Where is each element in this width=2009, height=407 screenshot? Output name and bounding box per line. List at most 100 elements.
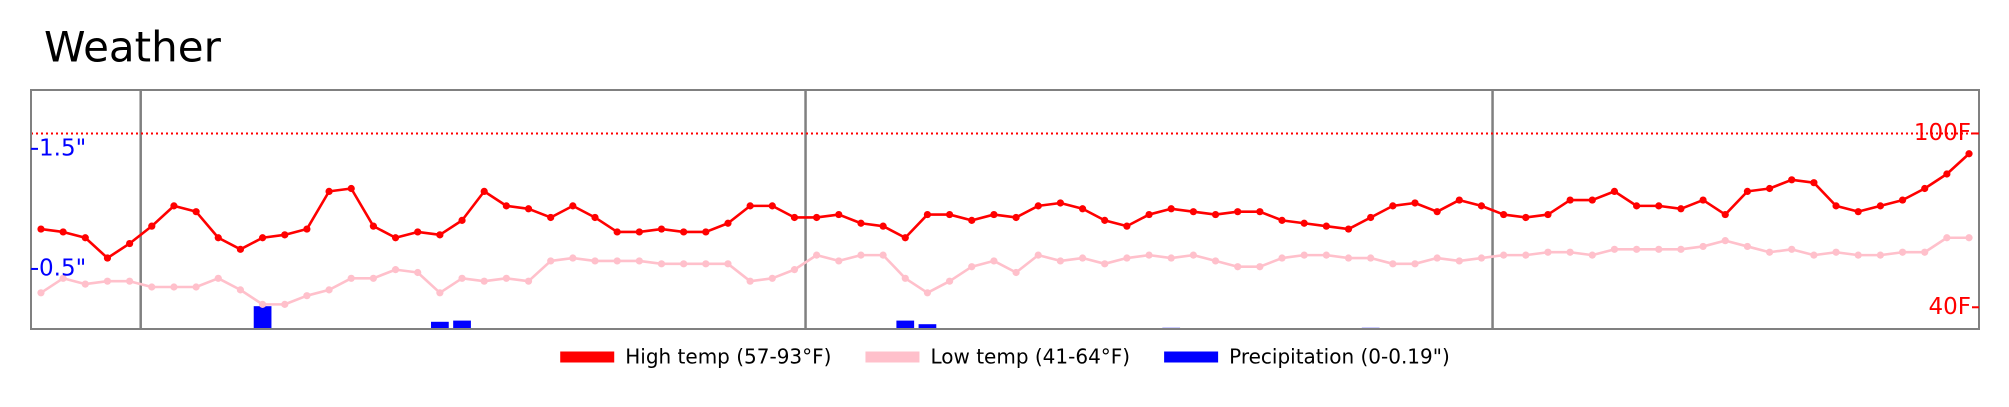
temp-marker bbox=[1943, 234, 1951, 242]
temp-marker bbox=[1344, 254, 1353, 262]
temp-marker bbox=[1544, 248, 1552, 256]
temp-marker bbox=[1411, 199, 1419, 207]
temp-marker bbox=[569, 202, 577, 210]
temp-marker bbox=[1189, 251, 1197, 259]
temp-marker bbox=[59, 228, 67, 236]
temp-marker bbox=[347, 184, 355, 193]
plot-frame bbox=[30, 89, 1980, 330]
temp-marker bbox=[59, 274, 67, 282]
temp-marker bbox=[103, 277, 112, 285]
temp-marker bbox=[1743, 187, 1752, 195]
temp-marker bbox=[1788, 176, 1796, 184]
temp-marker bbox=[591, 257, 599, 265]
temp-marker bbox=[790, 213, 799, 222]
temp-marker bbox=[1389, 260, 1397, 268]
temp-marker bbox=[1012, 213, 1020, 222]
temp-marker bbox=[214, 274, 222, 282]
temp-marker bbox=[1610, 187, 1619, 195]
temp-marker bbox=[768, 274, 776, 282]
temp-marker bbox=[1633, 245, 1641, 253]
temp-marker bbox=[1078, 254, 1087, 262]
temp-marker bbox=[192, 208, 200, 216]
temp-marker bbox=[1145, 251, 1153, 259]
temp-marker bbox=[613, 228, 621, 236]
temp-marker bbox=[1012, 268, 1020, 277]
temp-marker bbox=[170, 283, 178, 291]
temp-marker bbox=[1721, 210, 1729, 219]
temp-marker bbox=[303, 292, 311, 300]
legend: High temp (57-93°F) Low temp (41-64°F) Pre… bbox=[560, 345, 1450, 369]
temp-marker bbox=[1788, 245, 1796, 253]
temp-marker bbox=[857, 251, 865, 259]
temp-marker bbox=[458, 274, 466, 282]
temp-marker bbox=[680, 260, 688, 268]
temp-marker bbox=[1544, 210, 1552, 219]
temp-marker bbox=[1810, 179, 1818, 187]
temp-marker bbox=[901, 274, 909, 282]
temp-marker bbox=[591, 213, 599, 222]
temp-marker bbox=[613, 257, 621, 265]
temp-marker bbox=[1921, 248, 1929, 256]
temp-marker bbox=[414, 228, 422, 236]
temp-marker bbox=[945, 210, 954, 219]
temp-marker bbox=[391, 266, 400, 274]
temp-marker bbox=[901, 234, 909, 242]
temp-marker bbox=[1411, 260, 1419, 268]
temp-marker bbox=[1832, 248, 1840, 256]
temp-marker bbox=[1477, 202, 1486, 210]
temp-marker bbox=[170, 202, 178, 210]
temp-marker bbox=[192, 283, 200, 291]
temp-marker bbox=[1765, 184, 1774, 193]
temp-marker bbox=[502, 274, 510, 282]
temp-marker bbox=[1145, 210, 1153, 219]
temp-marker bbox=[1500, 210, 1508, 219]
legend-label: Low temp (41-64°F) bbox=[930, 345, 1130, 369]
temp-marker bbox=[879, 222, 887, 230]
temp-marker bbox=[813, 213, 821, 222]
temp-marker bbox=[657, 260, 666, 268]
y2-tick-label: 40F bbox=[1929, 294, 1972, 320]
temp-marker bbox=[990, 257, 998, 265]
temp-marker bbox=[325, 286, 333, 294]
temp-marker bbox=[1211, 257, 1220, 265]
temp-marker bbox=[1810, 251, 1818, 259]
y2-tick-label: 100F bbox=[1914, 120, 1971, 146]
temp-marker bbox=[258, 234, 267, 242]
temp-marker bbox=[1854, 251, 1862, 259]
temp-line bbox=[40, 152, 1970, 260]
precip-bar bbox=[896, 320, 915, 329]
temp-marker bbox=[148, 222, 156, 230]
temp-marker bbox=[1344, 225, 1353, 233]
temp-marker bbox=[790, 266, 799, 274]
temp-marker bbox=[1500, 251, 1508, 259]
temp-marker bbox=[1256, 208, 1264, 216]
temp-marker bbox=[347, 274, 355, 282]
temp-marker bbox=[1633, 202, 1641, 210]
temp-marker bbox=[126, 239, 134, 248]
temp-marker bbox=[1854, 208, 1862, 216]
temp-marker bbox=[414, 268, 422, 277]
legend-swatch bbox=[865, 351, 920, 363]
temp-marker bbox=[37, 289, 45, 297]
temp-marker bbox=[148, 283, 156, 291]
temp-marker bbox=[879, 251, 887, 259]
temp-marker bbox=[724, 219, 732, 227]
temp-marker bbox=[281, 231, 289, 239]
temp-marker bbox=[1278, 216, 1286, 224]
legend-label: Precipitation (0-0.19") bbox=[1229, 345, 1450, 369]
temp-marker bbox=[1566, 248, 1574, 256]
temp-marker bbox=[1965, 150, 1973, 158]
temp-marker bbox=[635, 228, 643, 236]
precip-bar bbox=[431, 321, 449, 329]
temp-marker bbox=[1056, 199, 1065, 207]
temp-marker bbox=[126, 277, 134, 285]
temp-marker bbox=[990, 210, 998, 219]
precip-bar bbox=[453, 320, 471, 329]
temp-marker bbox=[1234, 208, 1242, 216]
temp-marker bbox=[1566, 196, 1574, 204]
temp-marker bbox=[1056, 257, 1065, 265]
temp-marker bbox=[303, 225, 311, 233]
temp-marker bbox=[524, 205, 533, 213]
temp-marker bbox=[1898, 196, 1907, 204]
temp-marker bbox=[1721, 237, 1729, 245]
